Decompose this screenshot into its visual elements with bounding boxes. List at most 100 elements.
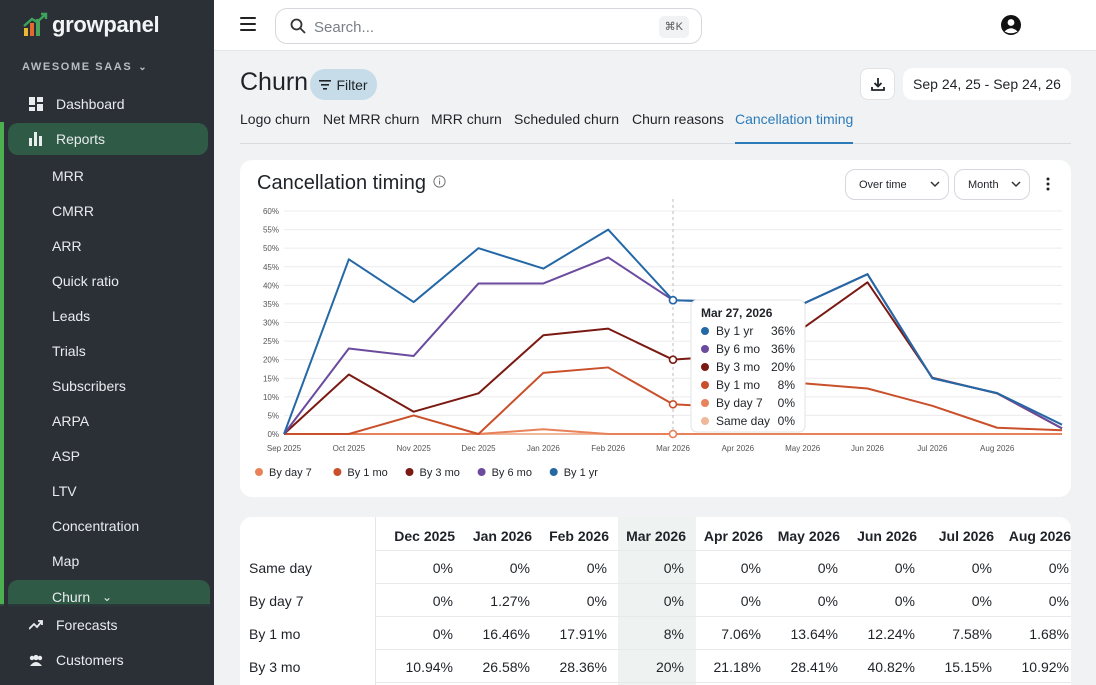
chevron-down-icon: ⌄ [138,61,149,73]
workspace-switcher[interactable]: AWESOME SAAS ⌄ [22,61,148,73]
tab-cancellation-timing[interactable]: Cancellation timing [735,111,854,144]
top-bar: ⌘K [214,0,1096,51]
x-tick-label: Oct 2025 [333,444,366,453]
sidebar-subitem-churn[interactable]: Churn ⌄ [8,580,210,607]
tooltip-label: By 6 mo [716,342,760,356]
sidebar-item-reports[interactable]: Reports [8,123,208,155]
sidebar-subitem-leads[interactable]: Leads [52,308,91,324]
tab-net-mrr-churn[interactable]: Net MRR churn [323,111,420,127]
row-labels: Same day By day 7 By 1 mo By 3 mo [240,517,376,685]
sidebar-item-forecasts[interactable]: Forecasts [8,609,208,641]
tooltip-value: 36% [771,324,795,338]
row-divider [240,616,1071,617]
sidebar-item-customers[interactable]: Customers [8,644,208,676]
tab-churn-reasons[interactable]: Churn reasons [632,111,724,127]
column-header: Dec 2025 [394,528,455,544]
highlighted-column [618,517,696,685]
table-cell: 10.94% [405,659,453,675]
sidebar-subitem-trials[interactable]: Trials [52,343,86,359]
sidebar-subitem-asp[interactable]: ASP [52,448,81,464]
search-box[interactable]: ⌘K [275,8,702,44]
column-header: May 2026 [777,528,840,544]
report-tabs: Logo churn Net MRR churn MRR churn Sched… [240,110,1071,144]
sidebar-item-dashboard[interactable]: Dashboard [8,88,208,120]
sidebar-subitem-quick-ratio[interactable]: Quick ratio [52,273,119,289]
column-header: Aug 2026 [1008,528,1071,544]
users-icon [28,652,44,668]
more-options-icon[interactable] [1046,177,1050,191]
row-divider [240,550,1071,551]
app-name: growpanel [52,12,160,37]
tooltip-title: Mar 27, 2026 [701,306,773,320]
user-avatar-icon[interactable] [1000,14,1022,36]
table-cell: 17.91% [559,626,607,642]
sidebar-subitem-ltv[interactable]: LTV [52,483,77,499]
y-tick-label: 0% [267,430,279,439]
search-shortcut: ⌘K [658,16,689,38]
filter-label: Filter [336,76,368,93]
hover-point [668,429,678,439]
period-select[interactable]: Month [954,169,1030,200]
column-header: Mar 2026 [626,528,686,544]
bar-chart-icon [28,131,44,147]
tooltip-label: By 1 mo [716,378,760,392]
menu-icon[interactable] [240,17,256,31]
view-select[interactable]: Over time [845,169,949,200]
table-cell: 21.18% [713,659,761,675]
column-header: Jan 2026 [472,528,532,544]
tooltip-label: By 3 mo [716,360,760,374]
table-cell: 15.15% [944,659,992,675]
legend-swatch [405,468,414,476]
cancellation-timing-chart: 0% 5% 10% 15% 20% 25% 30% 35% 40% 45% 50% 55% 60% Sep… [255,199,1063,479]
table-cell: 1.68% [1029,626,1069,642]
sidebar-subitem-mrr[interactable]: MRR [52,168,84,184]
tab-mrr-churn[interactable]: MRR churn [431,111,502,127]
sidebar-subitem-cmrr[interactable]: CMRR [52,203,94,219]
legend-label: By 1 yr [564,467,599,479]
download-button[interactable] [860,68,895,100]
column-header: Jun 2026 [857,528,917,544]
info-icon[interactable] [433,175,446,188]
x-tick-label: Aug 2026 [980,444,1015,453]
tab-logo-churn[interactable]: Logo churn [240,111,311,127]
legend-label: By 1 mo [347,467,387,479]
download-icon [870,78,885,91]
sidebar-subitem-concentration[interactable]: Concentration [52,518,140,534]
y-tick-label: 50% [263,244,279,253]
table-cell: 7.06% [721,626,761,642]
x-tick-label: Apr 2026 [722,444,755,453]
table-cell: 0% [432,626,453,642]
dashboard-icon [28,96,44,112]
legend-swatch [549,468,558,476]
y-tick-label: 10% [263,393,279,402]
row-label: By 3 mo [249,659,301,675]
table-cell: 0% [894,560,915,576]
x-tick-label: Feb 2026 [591,444,625,453]
table-cell: 0% [1048,593,1069,609]
table-cell: 0% [740,560,761,576]
legend-swatch [255,468,263,476]
y-tick-label: 20% [263,356,279,365]
tooltip-label: Same day [716,414,770,428]
tooltip-label: By 1 yr [716,324,753,338]
table-cell: 40.82% [867,659,915,675]
table-cell: 13.64% [790,626,838,642]
sidebar-subitem-map[interactable]: Map [52,553,80,569]
sidebar-subitem-subscribers[interactable]: Subscribers [52,378,126,394]
date-range-picker[interactable]: Sep 24, 25 - Sep 24, 26 [903,68,1071,100]
tooltip-value: 36% [771,342,795,356]
sidebar-subitem-arpa[interactable]: ARPA [52,413,90,429]
row-label: By 1 mo [249,626,301,642]
table-cell: 0% [586,593,607,609]
sidebar-item-label: Dashboard [56,96,125,112]
logo[interactable]: growpanel [22,12,160,38]
filter-icon [319,79,332,90]
filter-button[interactable]: Filter [310,69,377,100]
chevron-down-icon: ⌄ [102,590,113,604]
tooltip-label: By day 7 [716,396,763,410]
y-tick-label: 45% [263,263,279,272]
sidebar-subitem-arr[interactable]: ARR [52,238,82,254]
search-input[interactable] [314,17,644,37]
tab-scheduled-churn[interactable]: Scheduled churn [514,111,620,127]
growpanel-logo-icon [23,12,48,36]
